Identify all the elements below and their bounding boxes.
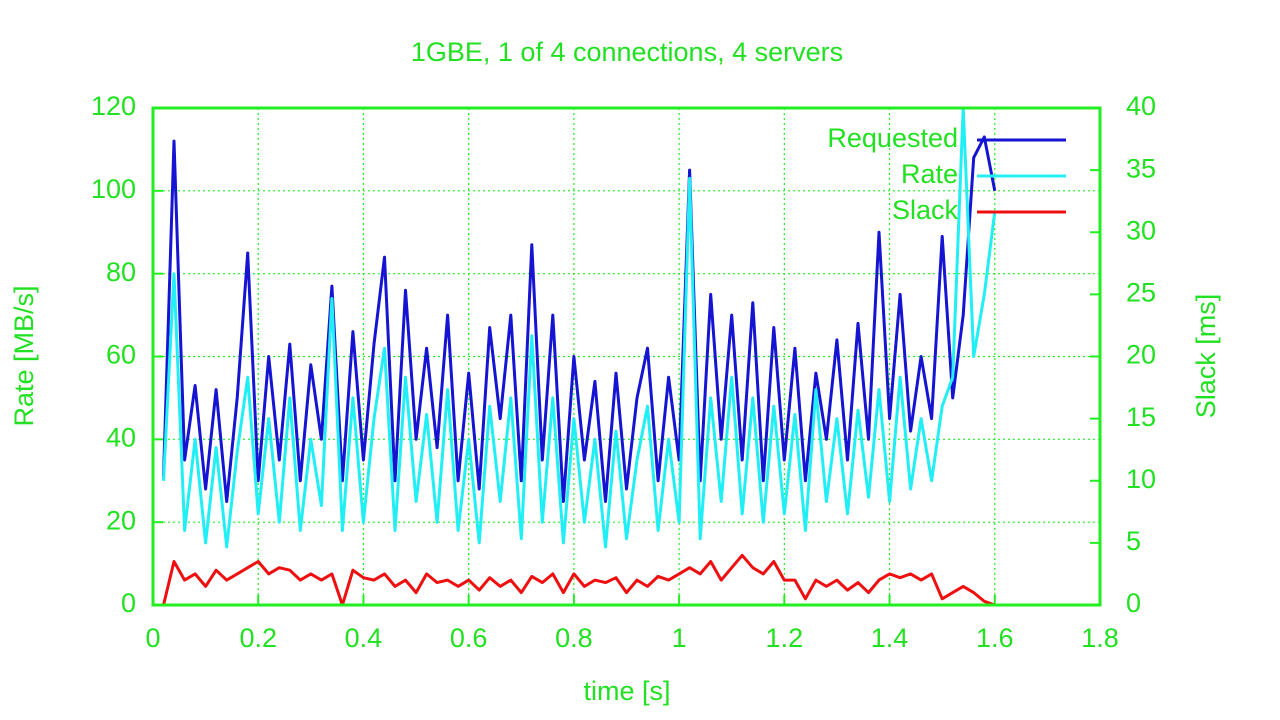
- x-axis-label: time [s]: [583, 676, 670, 706]
- y2-tick-label: 40: [1126, 91, 1156, 121]
- y2-tick-label: 25: [1126, 278, 1156, 308]
- y2-tick-label: 15: [1126, 402, 1156, 432]
- y2-tick-label: 30: [1126, 215, 1156, 245]
- y2-tick-label: 20: [1126, 340, 1156, 370]
- legend-label: Slack: [892, 195, 959, 225]
- series-line: [162, 106, 997, 549]
- legend-label: Rate: [901, 159, 958, 189]
- x-tick-label: 1.2: [766, 623, 804, 653]
- y-tick-label: 100: [91, 174, 136, 204]
- x-tick-label: 1: [672, 623, 687, 653]
- x-tick-label: 1.6: [976, 623, 1014, 653]
- y2-tick-label: 5: [1126, 526, 1141, 556]
- x-tick-label: 1.8: [1081, 623, 1119, 653]
- y2-axis-label: Slack [ms]: [1191, 294, 1221, 419]
- legend-label: Requested: [827, 123, 958, 153]
- y-tick-label: 80: [106, 257, 136, 287]
- x-tick-label: 0: [145, 623, 160, 653]
- x-tick-label: 1.4: [871, 623, 909, 653]
- y-tick-label: 0: [121, 588, 136, 618]
- x-tick-label: 0.8: [555, 623, 593, 653]
- x-tick-label: 0.6: [450, 623, 488, 653]
- x-tick-label: 0.2: [239, 623, 277, 653]
- y-axis-label: Rate [MB/s]: [9, 285, 39, 426]
- series-line: [162, 553, 996, 607]
- chart-title: 1GBE, 1 of 4 connections, 4 servers: [411, 37, 843, 67]
- y2-tick-label: 35: [1126, 153, 1156, 183]
- plot-frame: [151, 106, 1102, 607]
- y2-tick-label: 0: [1126, 588, 1141, 618]
- y2-tick-label: 10: [1126, 464, 1156, 494]
- y-tick-label: 20: [106, 505, 136, 535]
- series-line: [162, 135, 997, 503]
- y-tick-label: 120: [91, 91, 136, 121]
- x-tick-label: 0.4: [345, 623, 383, 653]
- y-tick-label: 60: [106, 340, 136, 370]
- y-tick-label: 40: [106, 422, 136, 452]
